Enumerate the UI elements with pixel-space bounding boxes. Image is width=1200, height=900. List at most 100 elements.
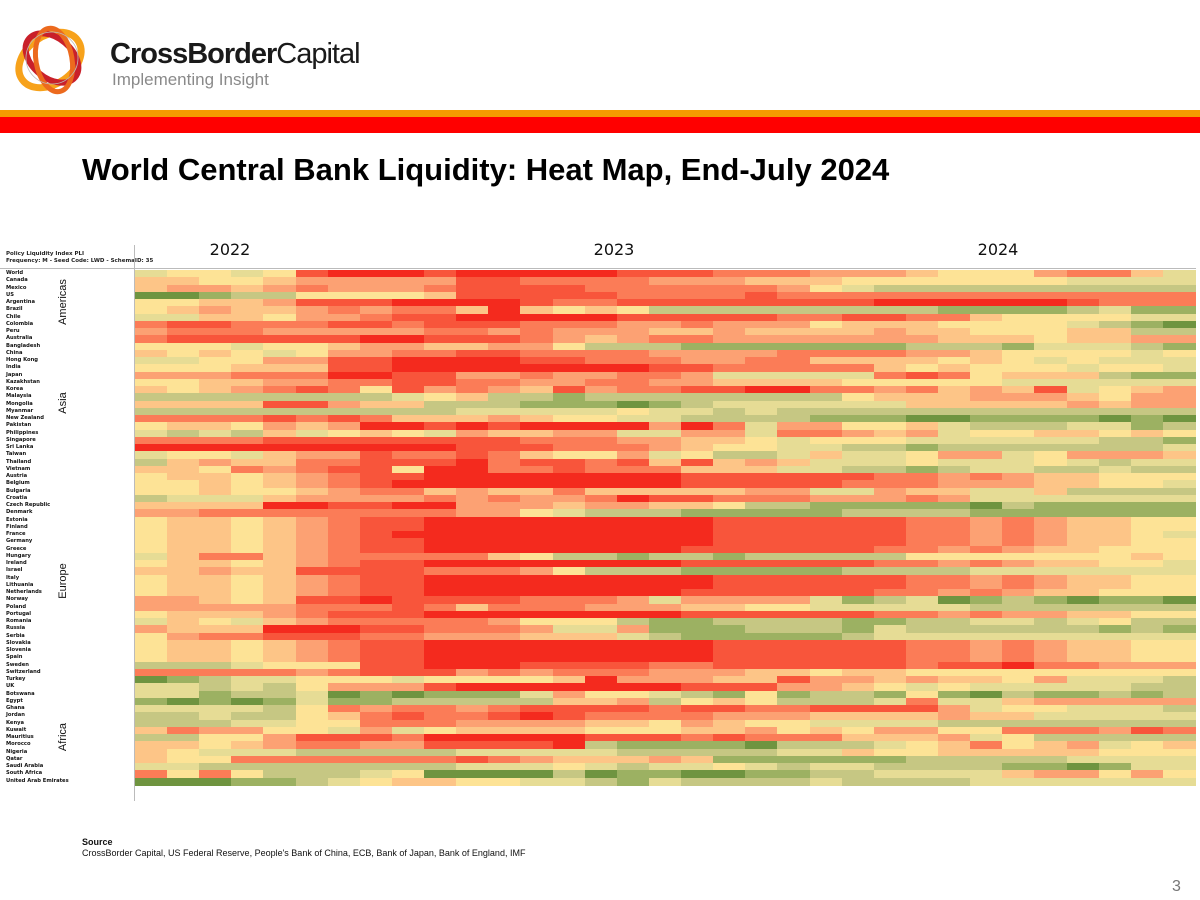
heat-cell: [970, 509, 1003, 518]
heat-cell: [1034, 480, 1068, 489]
heat-cell: [713, 371, 746, 380]
heat-cell: [905, 545, 939, 554]
heat-cell: [391, 429, 425, 438]
heat-cell: [970, 625, 1003, 634]
heat-cell: [456, 574, 489, 583]
heat-cell: [873, 436, 907, 445]
heat-cell: [391, 639, 425, 648]
heat-cell: [873, 502, 907, 510]
heat-cell: [873, 690, 907, 699]
heat-cell: [488, 763, 522, 772]
heat-cell: [777, 755, 811, 764]
heat-cell: [456, 581, 489, 590]
heat-cell: [905, 444, 939, 452]
heat-cell: [488, 552, 522, 561]
heat-cell: [295, 654, 329, 663]
heat-cell: [552, 545, 586, 554]
heat-cell: [488, 291, 522, 300]
heat-cell: [199, 371, 232, 380]
heat-cell: [135, 386, 168, 394]
heat-cell: [391, 458, 425, 467]
heat-cell: [648, 516, 682, 525]
heat-cell: [424, 560, 457, 568]
heat-cell: [263, 465, 297, 474]
row-label: Italy: [6, 574, 20, 581]
row-label: Denmark: [6, 509, 33, 516]
heat-cell: [873, 516, 907, 525]
heat-cell: [263, 632, 297, 641]
heat-cell: [391, 734, 425, 743]
row-label: Chile: [6, 313, 21, 320]
heat-cell: [1098, 712, 1132, 721]
heat-cell: [1002, 291, 1035, 300]
heat-cell: [777, 712, 811, 721]
heat-cell: [777, 393, 811, 402]
heat-cell: [456, 770, 489, 779]
heat-cell: [584, 538, 618, 547]
heat-cell: [1098, 342, 1132, 351]
heat-cell: [841, 400, 875, 409]
heat-cell: [199, 364, 232, 373]
heat-cell: [970, 429, 1003, 438]
heat-cell: [456, 494, 489, 503]
heat-cell: [1162, 676, 1196, 685]
heat-cell: [681, 313, 714, 322]
heat-cell: [456, 270, 489, 278]
heat-cell: [681, 697, 714, 706]
heat-cell: [359, 407, 393, 416]
heat-cell: [456, 567, 489, 576]
heat-cell: [713, 386, 746, 394]
heat-cell: [1130, 712, 1164, 721]
heat-cell: [713, 639, 746, 648]
heat-cell: [199, 734, 232, 743]
heat-cell: [199, 451, 232, 460]
heat-cell: [520, 415, 554, 423]
heat-cell: [1002, 661, 1035, 670]
heat-cell: [359, 502, 393, 510]
heat-cell: [970, 458, 1003, 467]
heat-cell: [873, 400, 907, 409]
heat-cell: [1162, 668, 1196, 677]
heat-cell: [199, 502, 232, 510]
heat-cell: [424, 480, 457, 489]
heat-cell: [135, 574, 168, 583]
heat-cell: [263, 378, 297, 387]
heat-cell: [905, 712, 939, 721]
heat-cell: [263, 777, 297, 786]
heat-cell: [135, 538, 168, 547]
heat-cell: [135, 676, 168, 685]
heat-cell: [681, 357, 714, 365]
heat-cell: [391, 661, 425, 670]
heat-cell: [970, 755, 1003, 764]
heat-cell: [520, 277, 554, 286]
heat-cell: [135, 349, 168, 358]
heat-cell: [905, 661, 939, 670]
row-label: Norway: [6, 596, 28, 603]
heat-cell: [135, 480, 168, 489]
heat-cell: [1130, 618, 1164, 626]
heat-cell: [777, 639, 811, 648]
heat-cell: [938, 683, 971, 692]
heat-cell: [327, 661, 361, 670]
heat-cell: [391, 509, 425, 518]
heat-cell: [905, 451, 939, 460]
heat-cell: [391, 364, 425, 373]
heat-cell: [327, 719, 361, 728]
heat-cell: [970, 523, 1003, 532]
row-label: France: [6, 531, 26, 538]
page-number: 3: [1172, 878, 1181, 895]
heat-cell: [263, 618, 297, 626]
heat-cell: [905, 516, 939, 525]
heat-cell: [520, 574, 554, 583]
heat-cell: [777, 378, 811, 387]
heat-cell: [456, 712, 489, 721]
heat-cell: [905, 734, 939, 743]
heat-cell: [648, 349, 682, 358]
heat-cell: [745, 436, 779, 445]
heat-cell: [1066, 335, 1100, 344]
heat-cell: [938, 712, 971, 721]
heat-cell: [488, 545, 522, 554]
heat-cell: [295, 763, 329, 772]
heat-cell: [616, 313, 650, 322]
row-label: Finland: [6, 523, 28, 530]
